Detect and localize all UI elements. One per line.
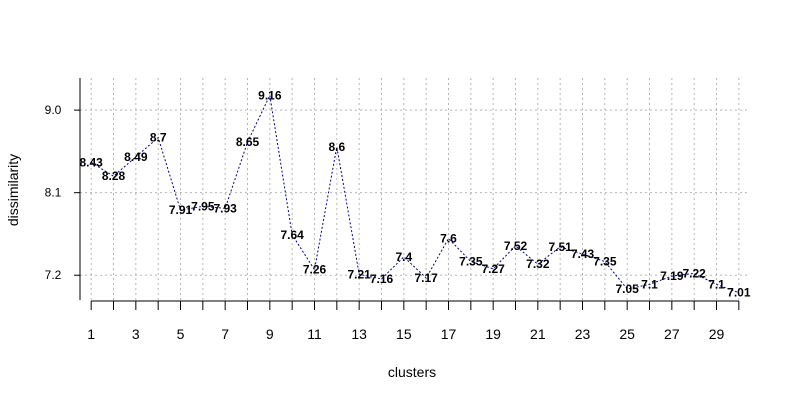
data-label-25: 7.05 xyxy=(615,282,639,296)
data-label-18: 7.35 xyxy=(459,254,483,268)
data-label-22: 7.51 xyxy=(548,240,572,254)
data-label-30: 7.01 xyxy=(727,286,751,300)
y-axis-title: dissimilarity xyxy=(5,154,21,226)
data-label-17: 7.6 xyxy=(440,232,457,246)
x-ticks: 1 3 5 7 9 11 13 15 17 19 21 23 25 27 29 xyxy=(87,301,740,342)
data-label-5: 7.91 xyxy=(169,203,193,217)
y-ticks: 7.2 8.1 9.0 xyxy=(45,103,80,282)
axes xyxy=(79,78,739,302)
data-label-20: 7.52 xyxy=(504,239,528,253)
data-label-2: 8.28 xyxy=(102,169,126,183)
data-label-12: 8.6 xyxy=(328,140,345,154)
data-label-16: 7.17 xyxy=(414,271,438,285)
data-label-13: 7.21 xyxy=(347,267,371,281)
x-tick-label-5: 5 xyxy=(177,326,185,342)
data-label-9: 9.16 xyxy=(258,88,282,102)
x-tick-label-9: 9 xyxy=(266,326,274,342)
data-label-21: 7.32 xyxy=(526,257,550,271)
x-tick-label-27: 27 xyxy=(664,326,680,342)
data-label-23: 7.43 xyxy=(571,247,595,261)
x-tick-label-15: 15 xyxy=(396,326,412,342)
x-tick-label-13: 13 xyxy=(351,326,367,342)
x-axis-title: clusters xyxy=(388,364,436,380)
series-line xyxy=(90,93,739,294)
x-tick-label-7: 7 xyxy=(221,326,229,342)
data-label-29: 7.1 xyxy=(708,277,725,291)
x-tick-label-29: 29 xyxy=(709,326,725,342)
data-label-19: 7.27 xyxy=(481,262,505,276)
x-tick-label-23: 23 xyxy=(575,326,591,342)
data-labels: 8.438.28 8.498.7 7.917.957.93 8.65 9.16 7.64 7… xyxy=(79,88,750,299)
x-tick-label-25: 25 xyxy=(619,326,635,342)
x-tick-label-3: 3 xyxy=(132,326,140,342)
data-label-11: 7.26 xyxy=(303,263,327,277)
y-tick-label-2: 9.0 xyxy=(45,103,62,117)
x-tick-label-17: 17 xyxy=(441,326,457,342)
data-label-14: 7.16 xyxy=(370,272,394,286)
data-label-3: 8.49 xyxy=(124,150,148,164)
data-label-15: 7.4 xyxy=(395,250,412,264)
data-label-26: 7.1 xyxy=(641,277,658,291)
y-tick-label-0: 7.2 xyxy=(45,268,62,282)
y-tick-label-1: 8.1 xyxy=(45,186,62,200)
data-label-1: 8.43 xyxy=(79,155,103,169)
x-tick-label-11: 11 xyxy=(307,326,322,342)
x-tick-label-19: 19 xyxy=(485,326,501,342)
data-label-24: 7.35 xyxy=(593,254,617,268)
grid xyxy=(80,78,750,300)
data-label-27: 7.19 xyxy=(660,269,684,283)
data-label-8: 8.65 xyxy=(236,135,260,149)
data-label-28: 7.22 xyxy=(682,266,706,280)
x-tick-label-21: 21 xyxy=(530,326,546,342)
data-label-6: 7.95 xyxy=(191,199,215,213)
x-tick-label-1: 1 xyxy=(87,326,95,342)
data-label-10: 7.64 xyxy=(280,228,304,242)
data-label-4: 8.7 xyxy=(150,131,167,145)
data-label-7: 7.93 xyxy=(213,201,237,215)
